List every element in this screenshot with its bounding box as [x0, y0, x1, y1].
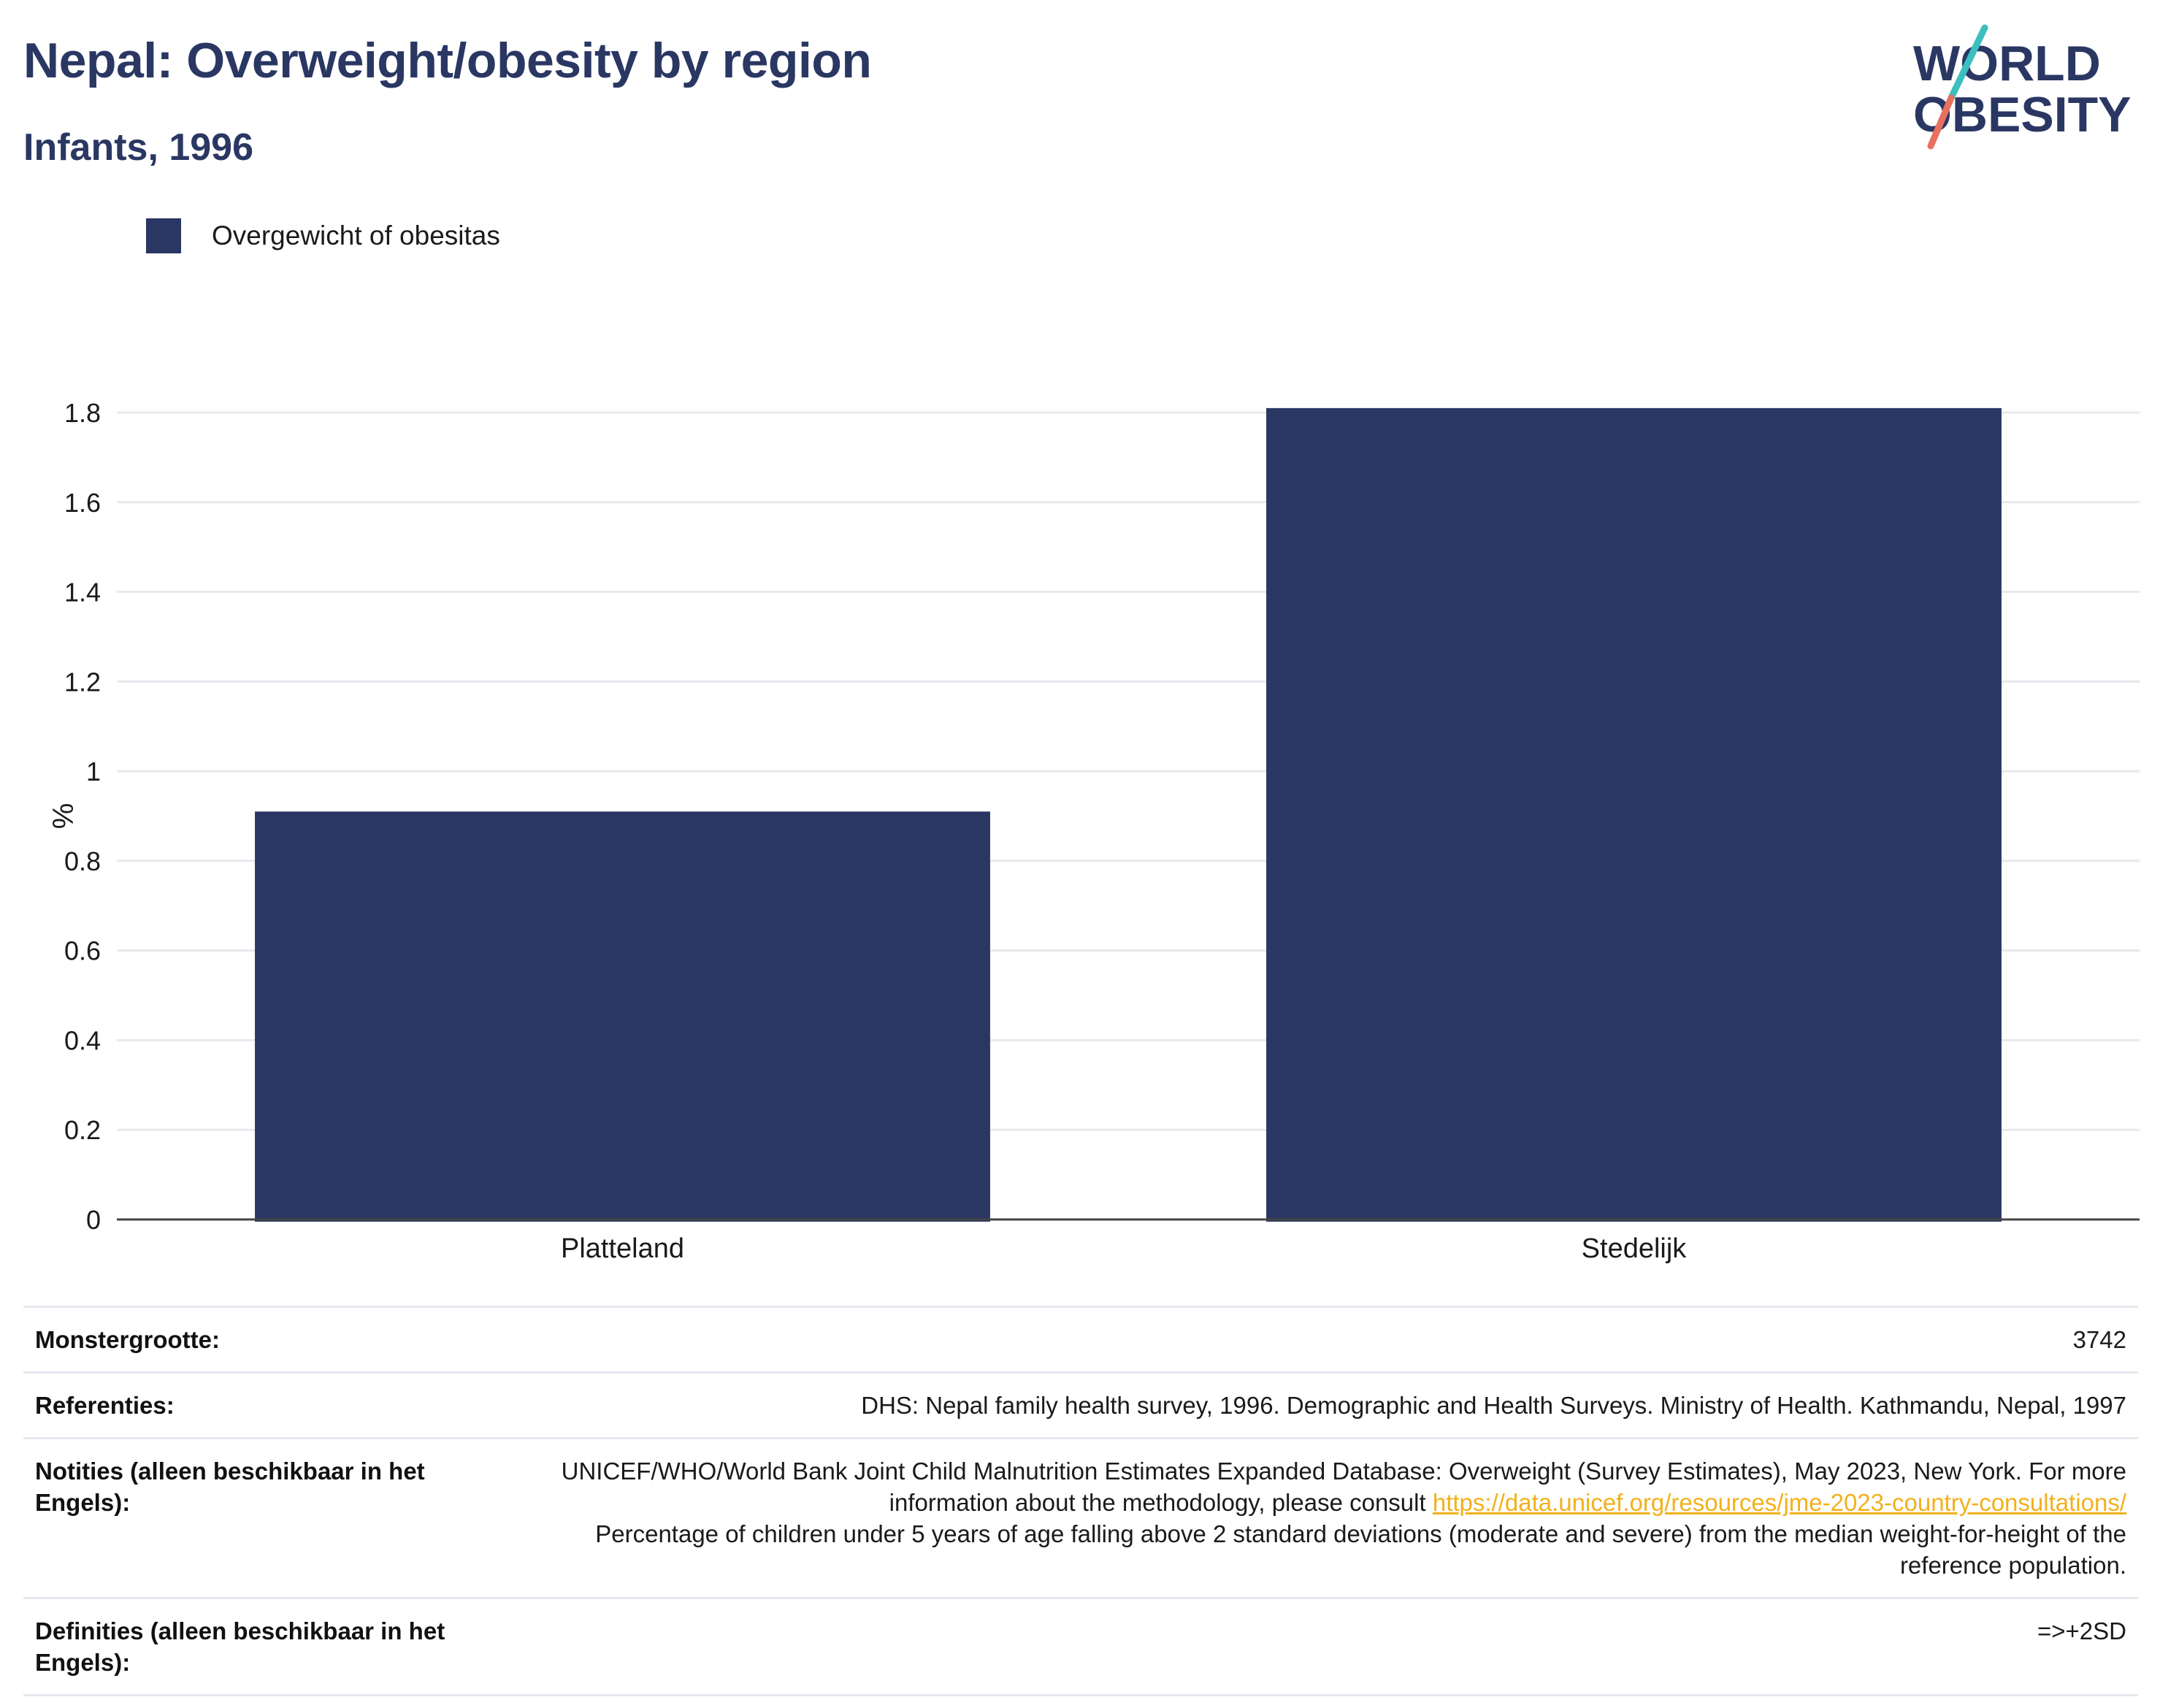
y-tick-label: 0.8	[64, 846, 101, 876]
definitions-value: =>+2SD	[499, 1597, 2138, 1696]
references-value: DHS: Nepal family health survey, 1996. D…	[499, 1371, 2138, 1439]
methodology-link[interactable]: https://data.unicef.org/resources/jme-20…	[1432, 1489, 2126, 1516]
notes-definition: Percentage of children under 5 years of …	[595, 1520, 2126, 1579]
bar-chart: 0 0.2 0.4 0.6 0.8 1 1.2 1.4 1.6 1.8 Platteland Sted…	[46, 398, 2140, 1264]
y-tick-label: 1.8	[64, 398, 101, 428]
world-obesity-logo: WORLD OBESITY	[1913, 24, 2132, 150]
y-tick-label: 0.6	[64, 936, 101, 966]
references-label: Referenties:	[23, 1371, 499, 1439]
y-tick-label: 0.4	[64, 1025, 101, 1055]
notes-label: Notities (alleen beschikbaar in het Enge…	[23, 1437, 499, 1599]
notes-text: UNICEF/WHO/World Bank Joint Child Malnut…	[561, 1458, 2126, 1516]
y-axis-label: %	[46, 803, 78, 830]
bar	[1266, 407, 2002, 1222]
y-tick-label: 0	[86, 1205, 101, 1235]
x-tick-label: Stedelijk	[1582, 1233, 1688, 1264]
legend[interactable]: Overgewicht of obesitas	[146, 218, 500, 254]
logo-coral-slash	[1927, 94, 1955, 150]
y-tick-label: 1.6	[64, 488, 101, 518]
info-table: Monstergrootte: 3742 Referenties: DHS: N…	[23, 1306, 2138, 1696]
logo-teal-slash	[1948, 24, 1988, 102]
sample-size-value: 3742	[499, 1306, 2138, 1374]
y-tick-label: 1	[86, 757, 101, 786]
legend-label: Overgewicht of obesitas	[212, 221, 500, 250]
sample-size-label: Monstergrootte:	[23, 1306, 499, 1374]
definitions-row: Definities (alleen beschikbaar in het En…	[23, 1597, 2138, 1696]
bar	[255, 811, 990, 1222]
notes-value: UNICEF/WHO/World Bank Joint Child Malnut…	[499, 1437, 2138, 1599]
y-tick-label: 1.2	[64, 667, 101, 697]
chart-subtitle: Infants, 1996	[23, 126, 254, 169]
y-tick-label: 0.2	[64, 1115, 101, 1145]
references-row: Referenties: DHS: Nepal family health su…	[23, 1371, 2138, 1439]
notes-row: Notities (alleen beschikbaar in het Enge…	[23, 1437, 2138, 1599]
chart-title: Nepal: Overweight/obesity by region	[23, 33, 872, 88]
x-tick-label: Platteland	[561, 1233, 684, 1264]
definitions-label: Definities (alleen beschikbaar in het En…	[23, 1597, 499, 1696]
legend-swatch	[146, 218, 181, 253]
y-tick-label: 1.4	[64, 578, 101, 608]
logo-word-world: WORLD	[1913, 36, 2101, 91]
sample-size-row: Monstergrootte: 3742	[23, 1306, 2138, 1374]
